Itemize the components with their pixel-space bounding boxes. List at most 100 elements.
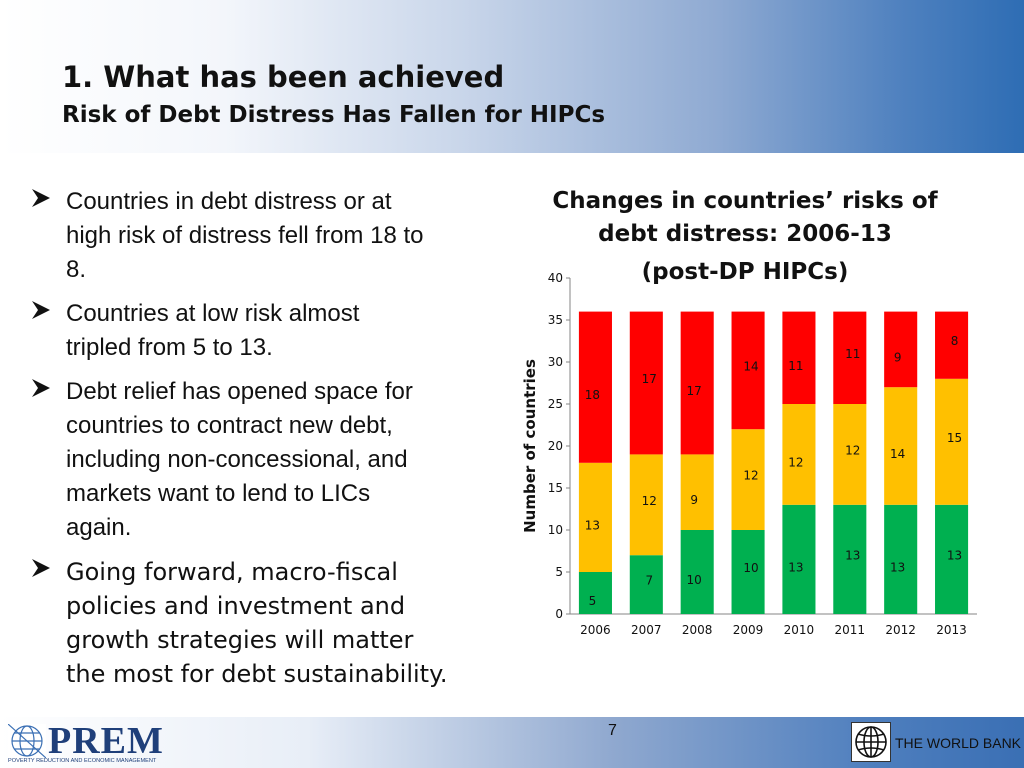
chart-title-line: debt distress: 2006-13 bbox=[598, 221, 892, 247]
bar-segment bbox=[731, 311, 765, 430]
bullet-line: 8. bbox=[66, 256, 87, 283]
data-label: 12 bbox=[642, 494, 657, 508]
bar-segment bbox=[680, 454, 714, 530]
y-tick-label: 25 bbox=[548, 397, 563, 411]
x-tick-label: 2006 bbox=[580, 623, 611, 637]
bullet-list: Countries in debt distress or at high ri… bbox=[30, 185, 510, 701]
bar-segment bbox=[629, 454, 663, 556]
y-tick-label: 5 bbox=[555, 565, 563, 579]
arrow-bullet-icon bbox=[32, 189, 50, 207]
data-label: 10 bbox=[687, 573, 702, 587]
world-bank-label: THE WORLD BANK bbox=[895, 735, 1022, 751]
data-label: 17 bbox=[642, 372, 657, 386]
data-label: 12 bbox=[845, 443, 860, 457]
data-label: 7 bbox=[645, 574, 653, 588]
bullet-line: growth strategies will matter bbox=[66, 626, 414, 654]
x-tick-label: 2012 bbox=[885, 623, 916, 637]
stacked-bar-chart: 0 5 10 15 20 25 30 35 40 Number of countries 5 13 18… bbox=[521, 271, 977, 637]
bullet-item: Countries at low risk almost tripled fro… bbox=[30, 297, 510, 365]
y-tick-label: 30 bbox=[548, 355, 563, 369]
data-label: 9 bbox=[894, 350, 902, 364]
y-tick-label: 0 bbox=[555, 607, 563, 621]
page-number: 7 bbox=[608, 722, 617, 739]
data-label: 12 bbox=[788, 455, 803, 469]
bar-segment bbox=[833, 311, 867, 404]
data-label: 12 bbox=[743, 469, 758, 483]
y-tick-label: 35 bbox=[548, 313, 563, 327]
data-label: 15 bbox=[947, 431, 962, 445]
bar-segment bbox=[935, 504, 969, 614]
data-label: 13 bbox=[845, 548, 860, 562]
bullet-line: tripled from 5 to 13. bbox=[66, 334, 273, 361]
bar-segment bbox=[578, 462, 612, 572]
prem-wordmark: PREM bbox=[48, 720, 164, 762]
slide-title: 1. What has been achieved bbox=[62, 60, 505, 94]
prem-tagline: POVERTY REDUCTION AND ECONOMIC MANAGEMEN… bbox=[8, 758, 157, 764]
bullet-item: Going forward, macro-fiscal policies and… bbox=[30, 555, 510, 691]
arrow-bullet-icon bbox=[32, 379, 50, 397]
bullet-line: Debt relief has opened space for bbox=[66, 378, 413, 405]
bar-segment bbox=[884, 311, 918, 388]
header-band bbox=[0, 0, 1024, 153]
bar-segment bbox=[833, 404, 867, 505]
bar-segment bbox=[629, 555, 663, 614]
bar-segment bbox=[935, 378, 969, 505]
bullet-item: Countries in debt distress or at high ri… bbox=[30, 185, 510, 287]
bullet-line: countries to contract new debt, bbox=[66, 412, 393, 439]
bar-segment bbox=[578, 311, 612, 463]
bar-segment bbox=[782, 311, 816, 404]
bar-segment bbox=[782, 504, 816, 614]
world-bank-emblem bbox=[851, 722, 891, 762]
data-label: 14 bbox=[743, 359, 758, 373]
data-label: 17 bbox=[687, 384, 702, 398]
bar-segment bbox=[629, 311, 663, 455]
chart-title: Changes in countries’ risks of debt dist… bbox=[530, 185, 960, 251]
chart-title-line: Changes in countries’ risks of bbox=[552, 188, 938, 214]
bullet-line: including non-concessional, and bbox=[66, 446, 408, 473]
bar-segment bbox=[731, 429, 765, 530]
bullet-line: markets want to lend to LICs bbox=[66, 480, 371, 507]
x-tick-label: 2007 bbox=[631, 623, 662, 637]
bar-segment bbox=[833, 504, 867, 614]
x-tick-label: 2008 bbox=[682, 623, 713, 637]
x-tick-label: 2010 bbox=[784, 623, 815, 637]
data-label: 11 bbox=[788, 359, 803, 373]
world-bank-globe-icon bbox=[855, 726, 887, 758]
arrow-bullet-icon bbox=[32, 301, 50, 319]
prem-logo: PREM POVERTY REDUCTION AND ECONOMIC MANA… bbox=[8, 722, 163, 766]
y-tick-label: 20 bbox=[548, 439, 563, 453]
y-tick-label: 40 bbox=[548, 271, 563, 285]
slide-subtitle: Risk of Debt Distress Has Fallen for HIP… bbox=[62, 102, 606, 128]
world-bank-logo: THE WORLD BANK bbox=[851, 722, 1022, 764]
data-label: 13 bbox=[788, 560, 803, 574]
chart-title-line: (post-DP HIPCs) bbox=[641, 259, 849, 285]
bar-segment bbox=[935, 311, 969, 379]
data-label: 9 bbox=[690, 493, 698, 507]
data-label: 13 bbox=[585, 518, 600, 532]
bar-segment bbox=[578, 572, 612, 614]
bullet-line: again. bbox=[66, 514, 132, 541]
data-label: 13 bbox=[947, 548, 962, 562]
bullet-line: high risk of distress fell from 18 to bbox=[66, 222, 424, 249]
bar-segment bbox=[731, 530, 765, 614]
bullet-line: policies and investment and bbox=[66, 592, 406, 620]
bullet-line: the most for debt sustainability. bbox=[66, 660, 448, 688]
bullet-line: Countries in debt distress or at bbox=[66, 188, 392, 215]
x-tick-label: 2013 bbox=[936, 623, 967, 637]
data-label: 11 bbox=[845, 347, 860, 361]
bar-segment bbox=[680, 530, 714, 614]
bullet-line: Countries at low risk almost bbox=[66, 300, 360, 327]
data-label: 13 bbox=[890, 560, 905, 574]
y-tick-label: 10 bbox=[548, 523, 563, 537]
data-label: 18 bbox=[585, 388, 600, 402]
bar-segment bbox=[884, 504, 918, 614]
data-label: 5 bbox=[589, 594, 597, 608]
y-axis-title: Number of countries bbox=[521, 359, 539, 533]
bar-segment bbox=[680, 311, 714, 455]
arrow-bullet-icon bbox=[32, 559, 50, 577]
bar-segment bbox=[782, 404, 816, 505]
prem-globe-icon bbox=[8, 724, 46, 758]
bullet-item: Debt relief has opened space for countri… bbox=[30, 375, 510, 545]
data-label: 14 bbox=[890, 447, 905, 461]
data-label: 10 bbox=[743, 561, 758, 575]
